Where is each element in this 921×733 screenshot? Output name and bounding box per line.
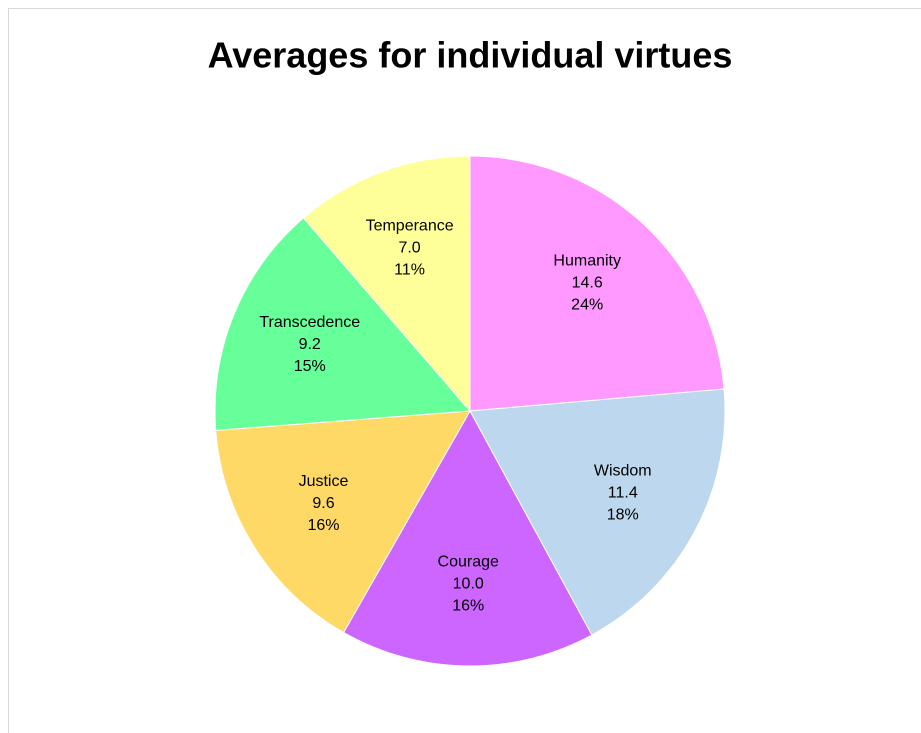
pie-slice [302, 155, 471, 413]
slice-value-label: 10.0 [453, 576, 484, 593]
slice-value-label: 9.6 [312, 495, 334, 512]
slice-percent-label: 16% [452, 598, 484, 615]
slice-percent-label: 16% [307, 517, 339, 534]
pie-slice [214, 217, 472, 431]
slice-percent-label: 18% [607, 506, 639, 523]
slice-category-label: Justice [299, 473, 349, 490]
slice-category-label: Courage [438, 554, 499, 571]
slice-percent-label: 11% [394, 262, 425, 279]
slice-value-label: 11.4 [608, 484, 638, 501]
slice-percent-label: 24% [571, 296, 603, 313]
pie-slice [469, 155, 725, 412]
chart-frame [8, 8, 921, 733]
pie-slice [469, 388, 726, 636]
slice-percent-label: 15% [294, 358, 326, 375]
slice-value-label: 14.6 [572, 274, 603, 291]
chart-title: Averages for individual virtues [208, 35, 733, 76]
slice-category-label: Temperance [366, 218, 454, 235]
pie-slice [215, 410, 471, 634]
slice-category-label: Humanity [553, 252, 621, 269]
slice-value-label: 9.2 [299, 336, 321, 353]
slice-value-label: 7.0 [398, 240, 420, 257]
slice-category-label: Transcedence [259, 314, 360, 331]
slice-category-label: Wisdom [594, 462, 652, 479]
pie-slice [342, 409, 593, 667]
